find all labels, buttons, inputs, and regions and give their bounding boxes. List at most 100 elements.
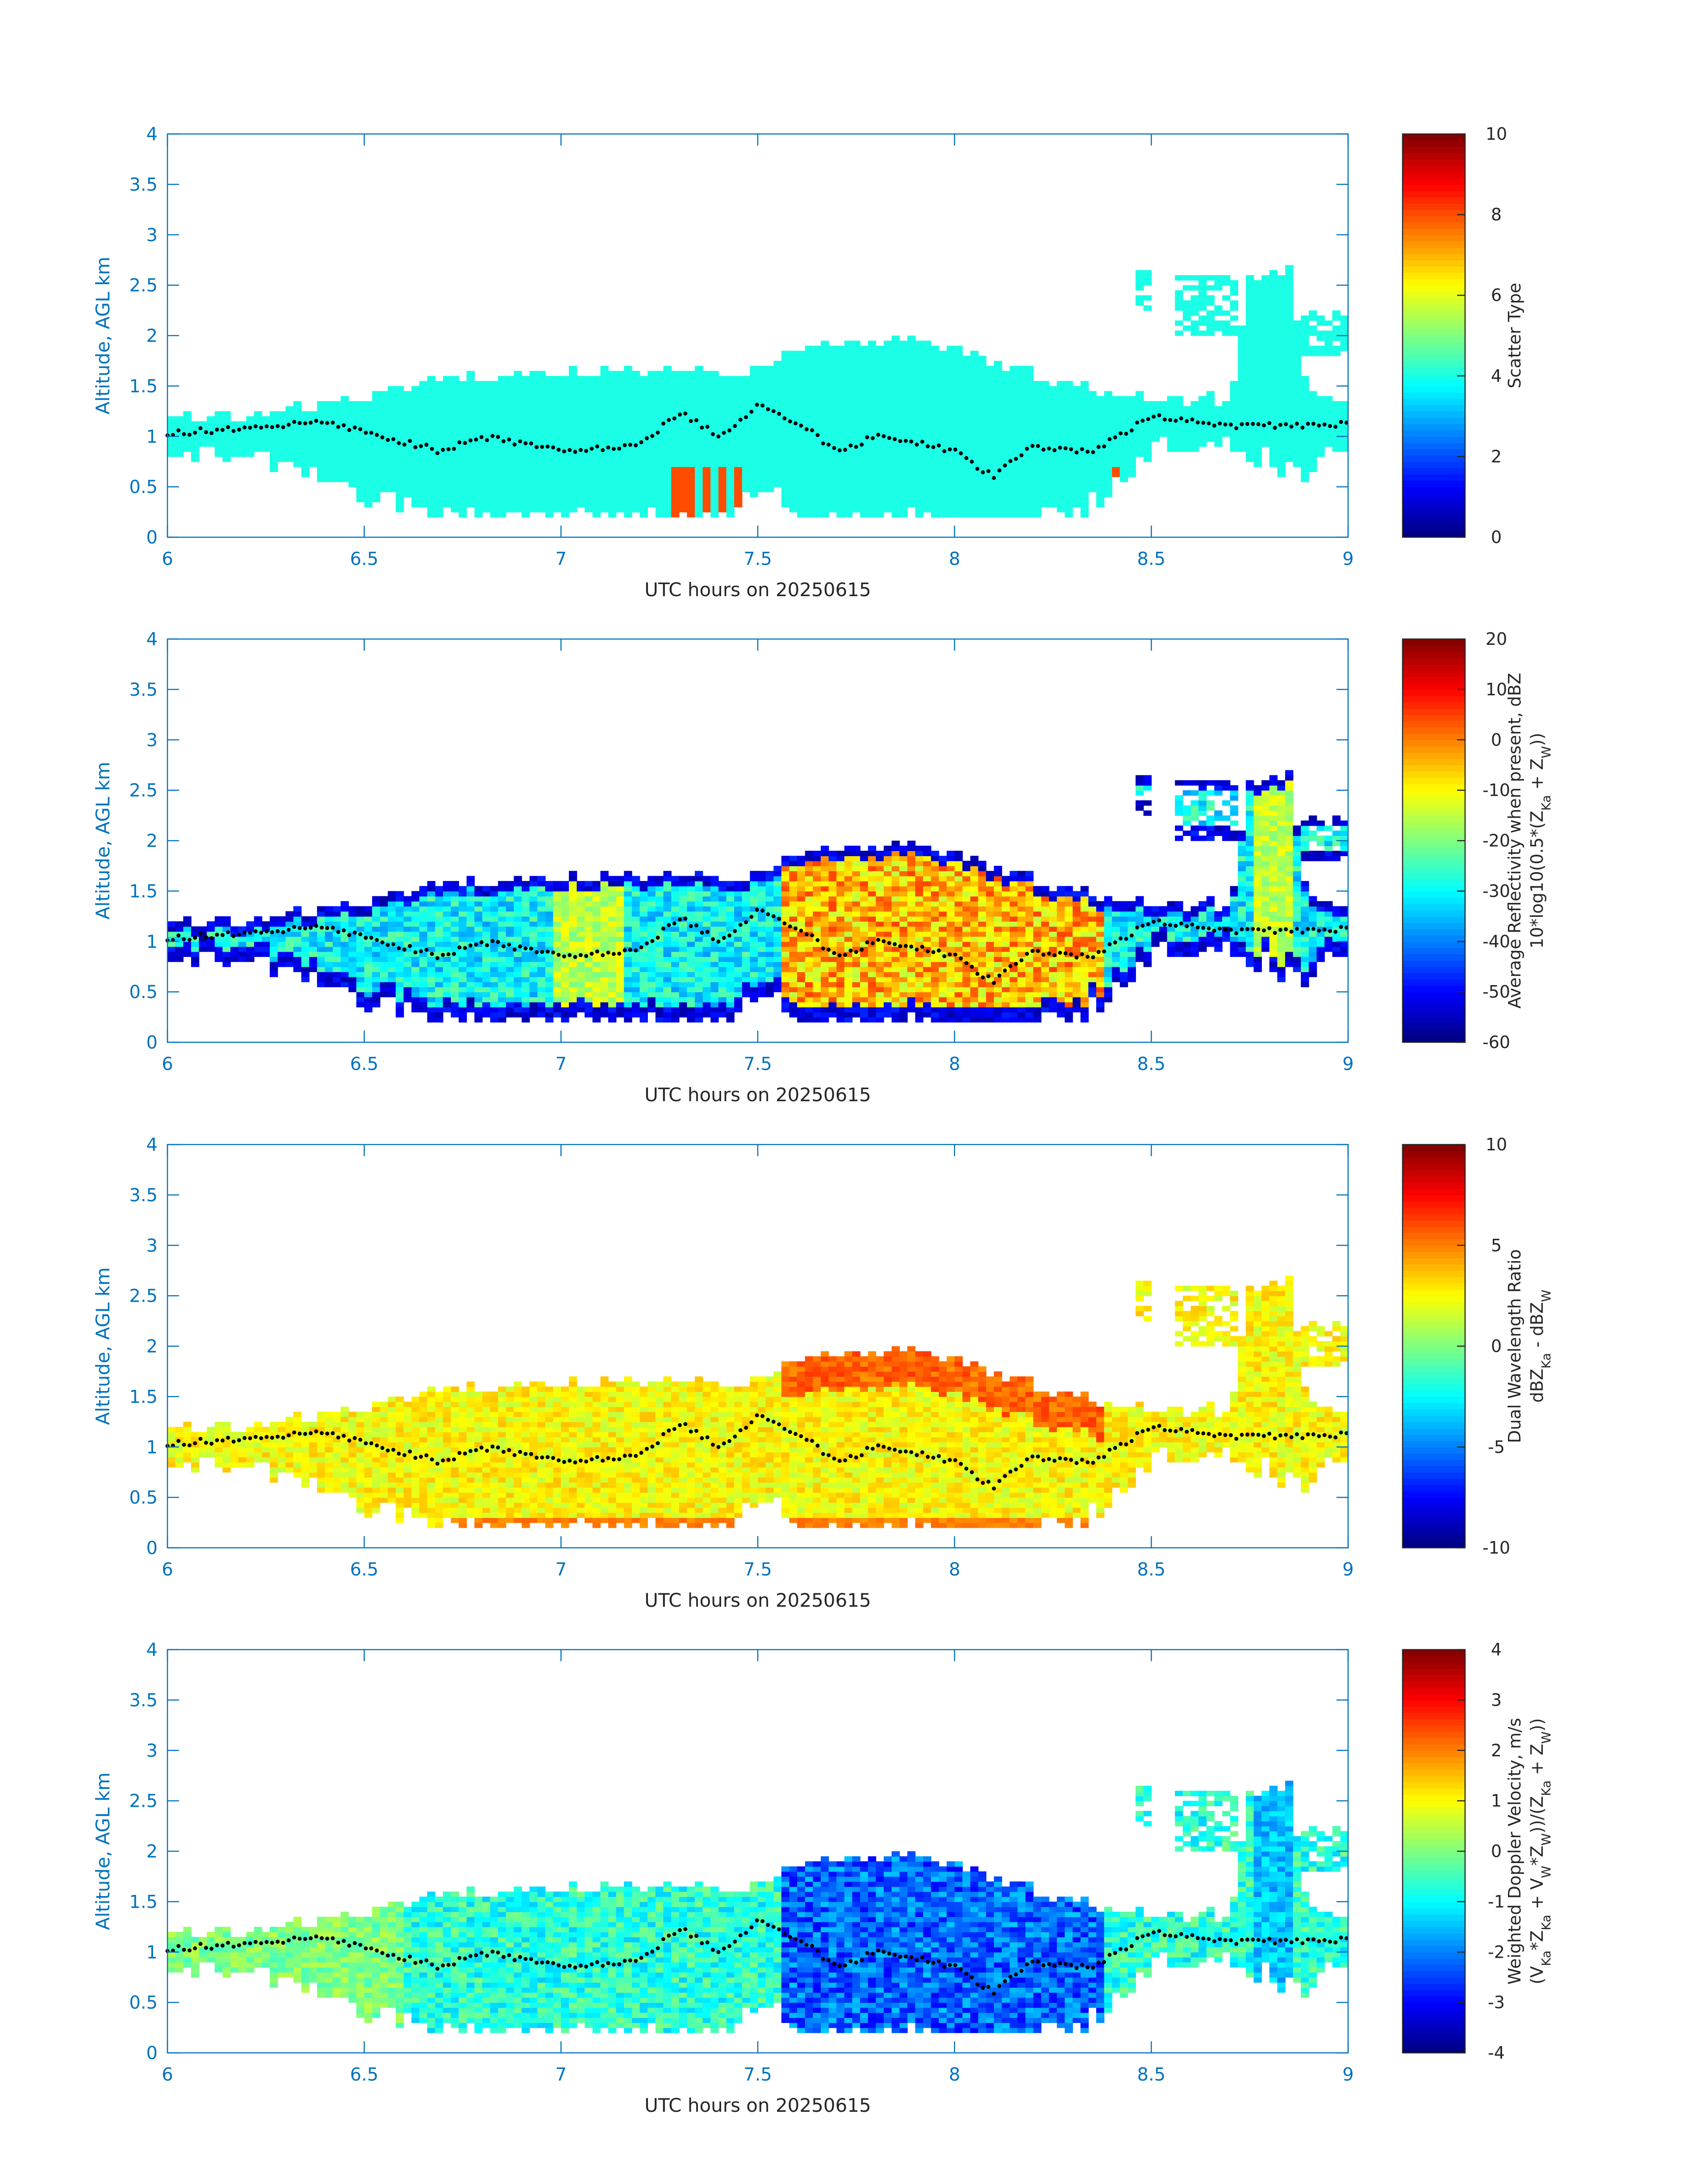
heatmap-cell bbox=[569, 1002, 577, 1007]
heatmap-cell bbox=[403, 411, 412, 417]
colorbar-segment bbox=[1403, 323, 1465, 330]
heatmap-cell bbox=[1096, 497, 1105, 502]
heatmap-cell bbox=[1293, 426, 1301, 432]
heatmap-cell bbox=[459, 896, 467, 902]
heatmap-cell bbox=[505, 997, 514, 1003]
heatmap-cell bbox=[970, 401, 979, 407]
heatmap-cell bbox=[537, 401, 546, 407]
heatmap-cell bbox=[466, 472, 475, 477]
heatmap-cell bbox=[348, 982, 357, 987]
heatmap-cell bbox=[238, 446, 246, 452]
heatmap-cell bbox=[364, 481, 373, 487]
marker-point bbox=[881, 434, 886, 439]
heatmap-cell bbox=[254, 436, 263, 442]
heatmap-cell bbox=[505, 972, 514, 978]
heatmap-cell bbox=[876, 461, 884, 467]
heatmap-cell bbox=[514, 966, 522, 972]
heatmap-cell bbox=[427, 426, 436, 432]
heatmap-cell bbox=[891, 451, 900, 457]
heatmap-cell bbox=[270, 972, 278, 978]
heatmap-cell bbox=[679, 391, 688, 397]
heatmap-cell bbox=[1002, 426, 1010, 432]
heatmap-cell bbox=[695, 421, 703, 427]
heatmap-cell bbox=[868, 487, 877, 493]
heatmap-cell bbox=[828, 371, 837, 376]
heatmap-cell bbox=[529, 456, 538, 462]
heatmap-cell bbox=[1041, 451, 1049, 457]
heatmap-cell bbox=[687, 391, 695, 397]
heatmap-cell bbox=[537, 916, 546, 922]
heatmap-cell bbox=[545, 931, 554, 937]
heatmap-cell bbox=[970, 351, 979, 356]
heatmap-cell bbox=[348, 916, 357, 922]
heatmap-cell bbox=[860, 461, 869, 467]
heatmap-cell bbox=[624, 416, 632, 422]
heatmap-cell bbox=[1308, 401, 1317, 407]
heatmap-cell bbox=[1238, 371, 1246, 376]
heatmap-cell bbox=[1002, 441, 1010, 447]
heatmap-cell bbox=[821, 421, 829, 427]
heatmap-cell bbox=[498, 512, 506, 518]
heatmap-cell bbox=[1025, 366, 1034, 372]
heatmap-cell bbox=[419, 436, 428, 442]
heatmap-cell bbox=[553, 961, 562, 967]
heatmap-cell bbox=[293, 406, 302, 412]
heatmap-cell bbox=[923, 416, 931, 422]
heatmap-cell bbox=[663, 467, 672, 472]
heatmap-cell bbox=[695, 371, 703, 376]
heatmap-cell bbox=[931, 391, 940, 397]
heatmap-cell bbox=[451, 381, 459, 387]
heatmap-cell bbox=[710, 416, 719, 422]
heatmap-cell bbox=[309, 966, 317, 972]
heatmap-cell bbox=[1088, 472, 1097, 477]
heatmap-cell bbox=[333, 431, 341, 437]
heatmap-cell bbox=[270, 461, 278, 467]
heatmap-cell bbox=[270, 951, 278, 957]
heatmap-cell bbox=[1143, 406, 1152, 412]
heatmap-cell bbox=[490, 886, 499, 892]
heatmap-cell bbox=[1269, 310, 1278, 316]
heatmap-cell bbox=[411, 1007, 420, 1013]
heatmap-cell bbox=[899, 512, 908, 518]
heatmap-cell bbox=[569, 411, 577, 417]
heatmap-cell bbox=[734, 476, 743, 482]
heatmap-cell bbox=[482, 411, 491, 417]
marker-point bbox=[799, 423, 803, 428]
heatmap-cell bbox=[474, 986, 483, 992]
heatmap-cell bbox=[1301, 320, 1309, 326]
heatmap-cell bbox=[348, 972, 357, 978]
heatmap-cell bbox=[1301, 330, 1309, 336]
heatmap-cell bbox=[1308, 431, 1317, 437]
heatmap-cell bbox=[167, 946, 176, 952]
heatmap-cell bbox=[1025, 431, 1034, 437]
heatmap-cell bbox=[396, 901, 404, 907]
heatmap-cell bbox=[498, 906, 506, 912]
heatmap-cell bbox=[1002, 386, 1010, 392]
heatmap-cell bbox=[490, 992, 499, 998]
colorbar-segment bbox=[1403, 291, 1465, 298]
heatmap-cell bbox=[1073, 467, 1081, 472]
heatmap-cell bbox=[1073, 406, 1081, 412]
heatmap-cell bbox=[1073, 386, 1081, 392]
heatmap-cell bbox=[1119, 406, 1128, 412]
marker-point bbox=[363, 430, 368, 435]
heatmap-cell bbox=[1285, 285, 1294, 291]
heatmap-cell bbox=[388, 961, 396, 967]
heatmap-cell bbox=[616, 436, 625, 442]
heatmap-cell bbox=[183, 921, 192, 927]
heatmap-cell bbox=[569, 916, 577, 922]
heatmap-cell bbox=[388, 401, 396, 407]
marker-point bbox=[369, 430, 373, 435]
heatmap-cell bbox=[451, 901, 459, 907]
heatmap-cell bbox=[443, 406, 451, 412]
heatmap-cell bbox=[380, 966, 388, 972]
heatmap-cell bbox=[899, 366, 908, 372]
heatmap-cell bbox=[514, 896, 522, 902]
heatmap-cell bbox=[482, 487, 491, 493]
heatmap-cell bbox=[529, 926, 538, 932]
marker-point bbox=[1328, 424, 1332, 428]
heatmap-cell bbox=[435, 982, 443, 987]
heatmap-cell bbox=[805, 360, 814, 366]
heatmap-cell bbox=[1277, 436, 1286, 442]
marker-point bbox=[1102, 444, 1107, 449]
